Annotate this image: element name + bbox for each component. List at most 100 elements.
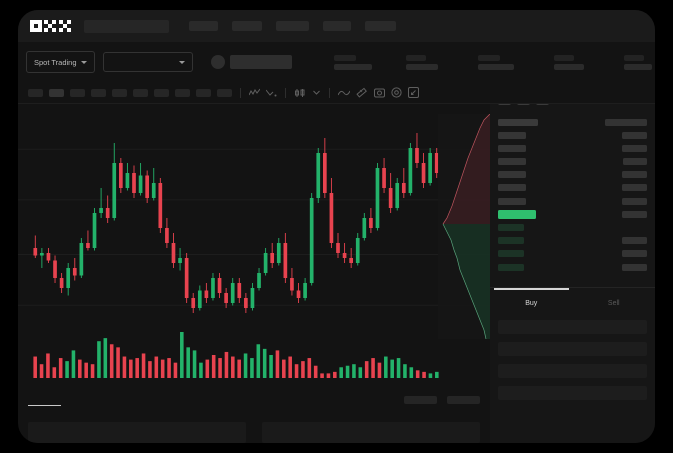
volume-bar-55 bbox=[384, 356, 388, 378]
line-chart-icon[interactable] bbox=[338, 88, 350, 98]
coin-avatar bbox=[210, 55, 225, 69]
candle-0 bbox=[33, 248, 38, 256]
volume-bar-33 bbox=[243, 353, 248, 378]
orderbook-ask-row-5-amount bbox=[622, 197, 647, 205]
candle-1 bbox=[40, 253, 44, 256]
timeframe-button-8[interactable] bbox=[196, 88, 211, 97]
nav-item-5[interactable] bbox=[365, 21, 396, 31]
orderbook-bid-row-3[interactable] bbox=[490, 263, 655, 271]
fullscreen-icon[interactable] bbox=[408, 87, 419, 98]
volume-bar-7 bbox=[78, 359, 82, 378]
orderbook-bid-row-0[interactable] bbox=[490, 224, 655, 232]
nav-item-4[interactable] bbox=[323, 21, 351, 31]
volume-bar-57 bbox=[396, 358, 401, 378]
candle-54 bbox=[388, 188, 393, 208]
symbol-dropdown[interactable] bbox=[102, 52, 193, 72]
nav-item-3[interactable] bbox=[276, 21, 309, 31]
timeframe-button-9[interactable] bbox=[217, 88, 232, 97]
candle-20 bbox=[165, 228, 169, 243]
orderbook-bid-row-2-price bbox=[498, 250, 524, 258]
toolbar-divider bbox=[285, 87, 286, 98]
ticker-stat-high-24h-label bbox=[477, 54, 500, 61]
volume-bar-9 bbox=[90, 364, 95, 378]
orderbook-header[interactable] bbox=[490, 118, 655, 126]
timeframe-button-7[interactable] bbox=[175, 88, 190, 97]
chart-settings-icon[interactable] bbox=[391, 87, 402, 98]
candle-type-icon[interactable] bbox=[294, 88, 306, 98]
orderbook-ask-row-0[interactable] bbox=[490, 131, 655, 139]
candlestick-chart[interactable] bbox=[18, 104, 490, 319]
market-type-dropdown[interactable]: Spot Trading bbox=[26, 51, 95, 73]
volume-bar-28 bbox=[211, 355, 216, 378]
app-screen: Spot Trading bbox=[18, 10, 655, 443]
orderbook-bid-row-1[interactable] bbox=[490, 237, 655, 245]
volume-bar-19 bbox=[154, 356, 159, 378]
volume-bar-23 bbox=[180, 332, 184, 378]
orderbook-ask-row-5-price bbox=[498, 197, 526, 205]
orderbook-layout-bids-icon[interactable] bbox=[517, 104, 530, 105]
candle-6 bbox=[72, 268, 77, 276]
volume-bar-50 bbox=[352, 364, 356, 378]
ticker-symbol-name bbox=[229, 55, 292, 69]
ticker-stat-high-24h bbox=[477, 54, 514, 70]
okx-wordmark-logo[interactable] bbox=[30, 20, 72, 32]
order-book-rows[interactable] bbox=[490, 118, 655, 276]
indicators-icon[interactable] bbox=[249, 88, 260, 98]
total-field[interactable] bbox=[498, 386, 647, 400]
snapshot-camera-icon[interactable] bbox=[374, 87, 385, 98]
compare-icon[interactable] bbox=[266, 88, 277, 98]
timeframe-button-4[interactable] bbox=[112, 88, 127, 97]
timeframe-button-5[interactable] bbox=[133, 88, 148, 97]
volume-bar-16 bbox=[135, 358, 139, 378]
candle-56 bbox=[401, 183, 406, 193]
volume-bar-12 bbox=[109, 344, 114, 378]
nav-search[interactable] bbox=[84, 19, 169, 33]
candle-3 bbox=[53, 260, 57, 278]
volume-bar-18 bbox=[148, 361, 152, 378]
drawing-tools-icon[interactable] bbox=[356, 87, 368, 98]
chart-action-1[interactable] bbox=[404, 396, 437, 404]
orderbook-bid-row-2[interactable] bbox=[490, 250, 655, 258]
nav-item-1[interactable] bbox=[189, 21, 218, 31]
volume-bar-6 bbox=[71, 350, 76, 378]
amount-field[interactable] bbox=[498, 364, 647, 378]
candle-61 bbox=[434, 153, 439, 173]
volume-bar-52 bbox=[364, 361, 369, 378]
timeframe-button-6[interactable] bbox=[154, 88, 169, 97]
timeframe-button-1[interactable] bbox=[49, 88, 64, 97]
orderbook-ask-row-5[interactable] bbox=[490, 197, 655, 205]
trade-tab-buy[interactable]: Buy bbox=[490, 288, 573, 314]
bottom-pane-left[interactable] bbox=[28, 422, 246, 443]
candle-9 bbox=[92, 213, 97, 248]
volume-bar-39 bbox=[282, 359, 286, 378]
trade-tab-sell[interactable]: Sell bbox=[573, 292, 656, 314]
timeframe-button-3[interactable] bbox=[91, 88, 106, 97]
order-type-field[interactable] bbox=[498, 320, 647, 334]
volume-bar-41 bbox=[294, 364, 299, 378]
orderbook-layout-toggles bbox=[498, 104, 549, 105]
price-chart-panel[interactable] bbox=[18, 104, 490, 389]
chart-action-2[interactable] bbox=[447, 396, 480, 404]
orderbook-layout-asks-icon[interactable] bbox=[536, 104, 549, 105]
timeframe-button-2[interactable] bbox=[70, 88, 85, 97]
chevron-down-icon[interactable] bbox=[312, 88, 321, 97]
timeframe-button-0[interactable] bbox=[28, 88, 43, 97]
volume-bar-14 bbox=[122, 356, 127, 378]
volume-bar-51 bbox=[358, 367, 363, 378]
volume-bar-35 bbox=[256, 344, 261, 378]
orderbook-ask-row-4[interactable] bbox=[490, 184, 655, 192]
orderbook-ask-row-2[interactable] bbox=[490, 158, 655, 166]
price-field[interactable] bbox=[498, 342, 647, 356]
candle-16 bbox=[138, 175, 143, 193]
ticker-stat-low-24h bbox=[553, 54, 584, 70]
volume-bar-0 bbox=[33, 356, 37, 378]
orderbook-ask-row-1[interactable] bbox=[490, 144, 655, 152]
bottom-pane-right[interactable] bbox=[262, 422, 480, 443]
volume-bar-3 bbox=[52, 367, 57, 378]
orderbook-ask-row-3[interactable] bbox=[490, 171, 655, 179]
nav-item-2[interactable] bbox=[232, 21, 262, 31]
candle-27 bbox=[211, 278, 215, 298]
orderbook-layout-both-icon[interactable] bbox=[498, 104, 511, 105]
candle-11 bbox=[105, 208, 110, 218]
candle-5 bbox=[66, 268, 71, 288]
